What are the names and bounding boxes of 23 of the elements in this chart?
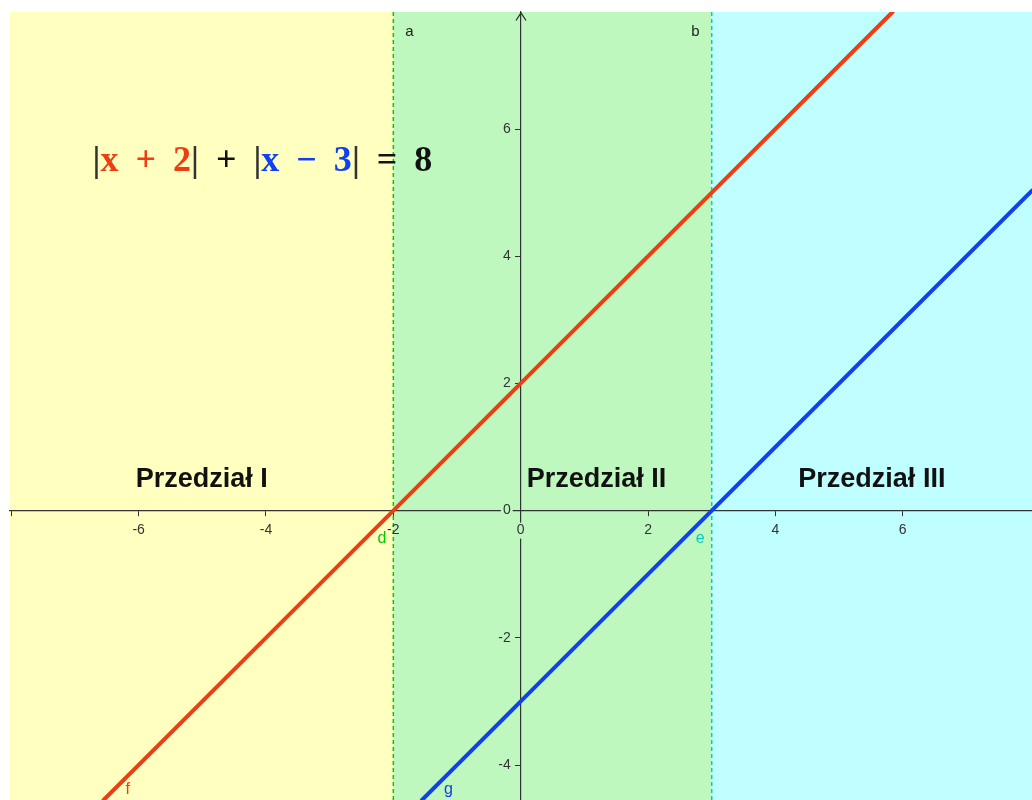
x-tick-label: 4: [771, 521, 780, 538]
x-tick-label: -6: [132, 521, 146, 538]
y-tick-label: 6: [502, 119, 511, 136]
x-tick-label: 6: [898, 521, 907, 538]
annotation: |x + 2| + |x − 3| = 8: [92, 139, 433, 180]
x-tick-label: 0: [516, 521, 525, 538]
y-tick-label: -4: [498, 755, 511, 772]
x-tick-label: -4: [259, 521, 273, 538]
y-tick-label: 4: [502, 247, 511, 264]
band-label: Przedział I: [135, 462, 268, 493]
y-tick-label: 2: [502, 374, 511, 391]
annotation: d: [377, 528, 387, 546]
annotation: e: [695, 528, 705, 546]
y-tick-label: 0: [502, 501, 511, 518]
series-label: g: [443, 780, 453, 798]
x-tick-label: 2: [644, 521, 653, 538]
x-tick-label: -2: [387, 521, 400, 538]
ref-line-label: a: [405, 22, 415, 39]
band-label: Przedział II: [526, 462, 667, 493]
ref-line-label: b: [691, 22, 700, 39]
y-tick-label: -2: [498, 628, 511, 645]
band-label: Przedział III: [798, 462, 946, 493]
series-label: f: [125, 780, 131, 798]
